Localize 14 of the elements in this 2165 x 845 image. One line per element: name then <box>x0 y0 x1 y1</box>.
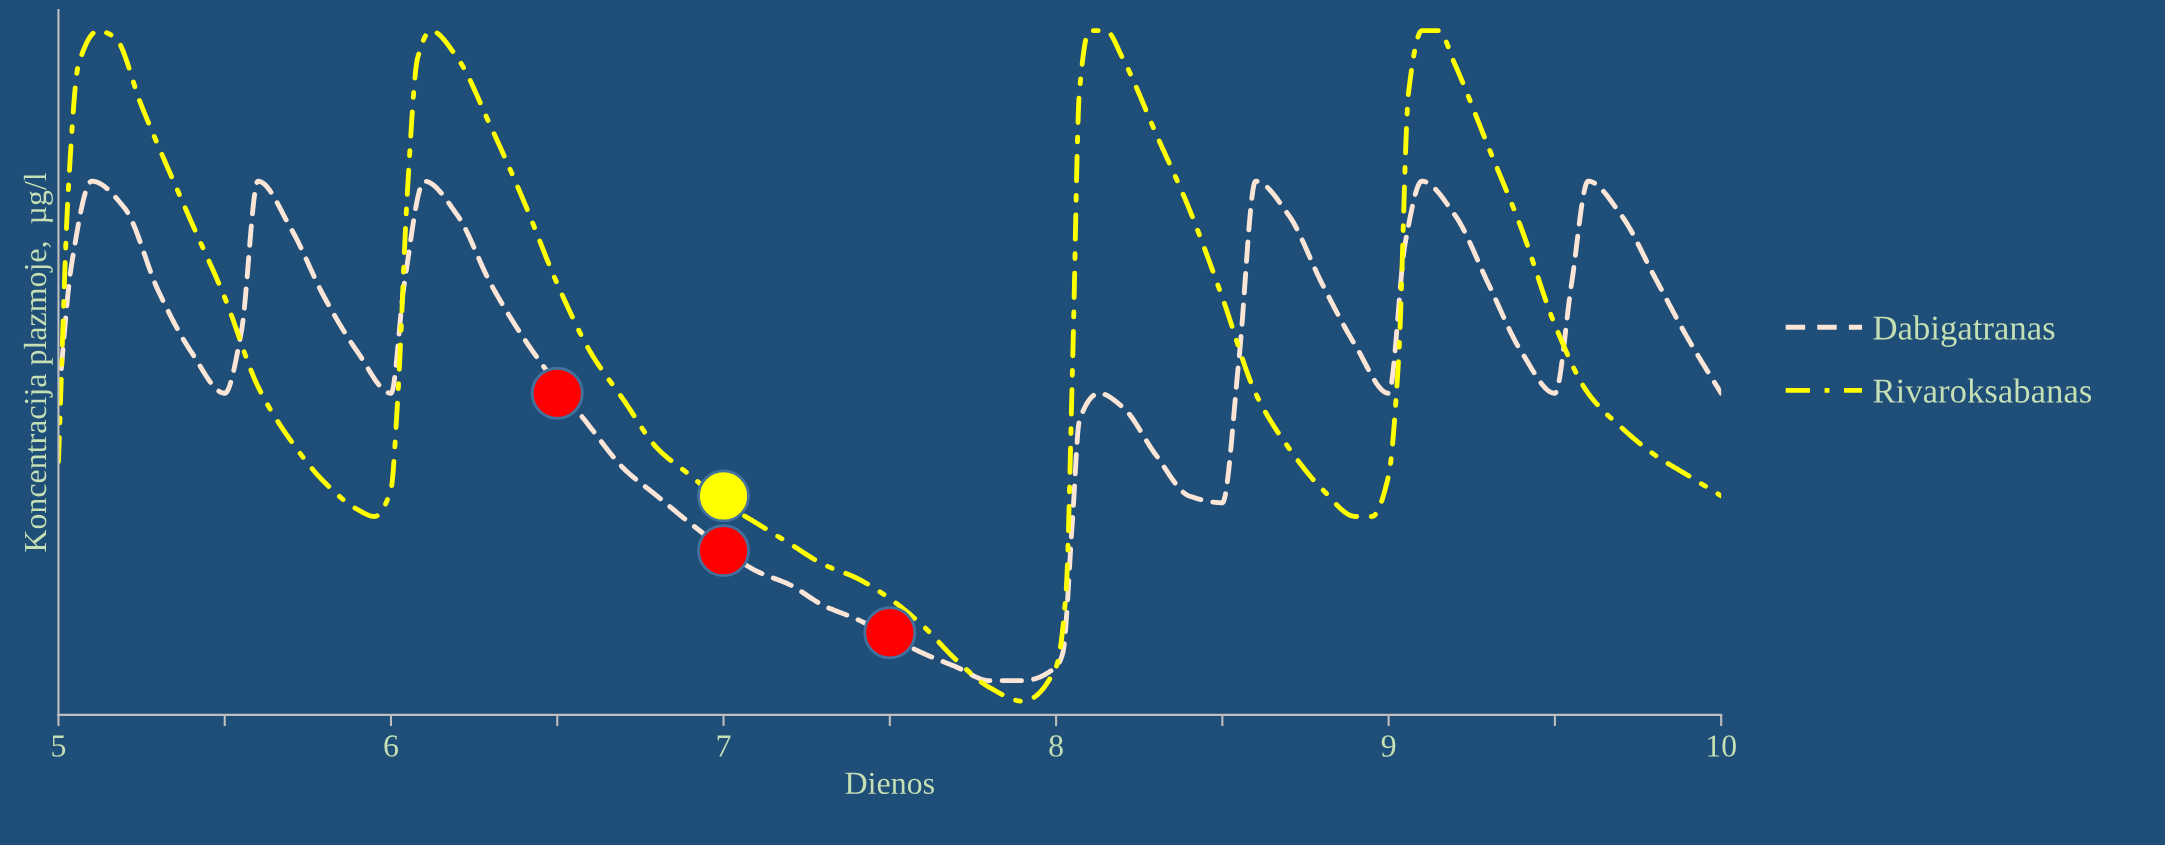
x-tick-label: 9 <box>1381 735 1396 757</box>
legend-label: Rivaroksabanas <box>1873 378 2092 403</box>
point <box>697 469 750 523</box>
x-tick-label: 5 <box>52 735 66 757</box>
x-tick-label: 10 <box>1708 735 1736 757</box>
legend-label: Dabigatranas <box>1873 315 2055 347</box>
x-tick-label: 6 <box>384 735 399 757</box>
point <box>697 524 750 578</box>
x-tick-label: 7 <box>717 735 731 757</box>
point <box>530 366 584 420</box>
point <box>863 606 917 660</box>
x-tick-label: 8 <box>1049 735 1063 757</box>
y-axis-title: Koncentracija plazmoje, µg/l <box>23 173 53 552</box>
x-axis-title: Dienos <box>845 772 934 795</box>
